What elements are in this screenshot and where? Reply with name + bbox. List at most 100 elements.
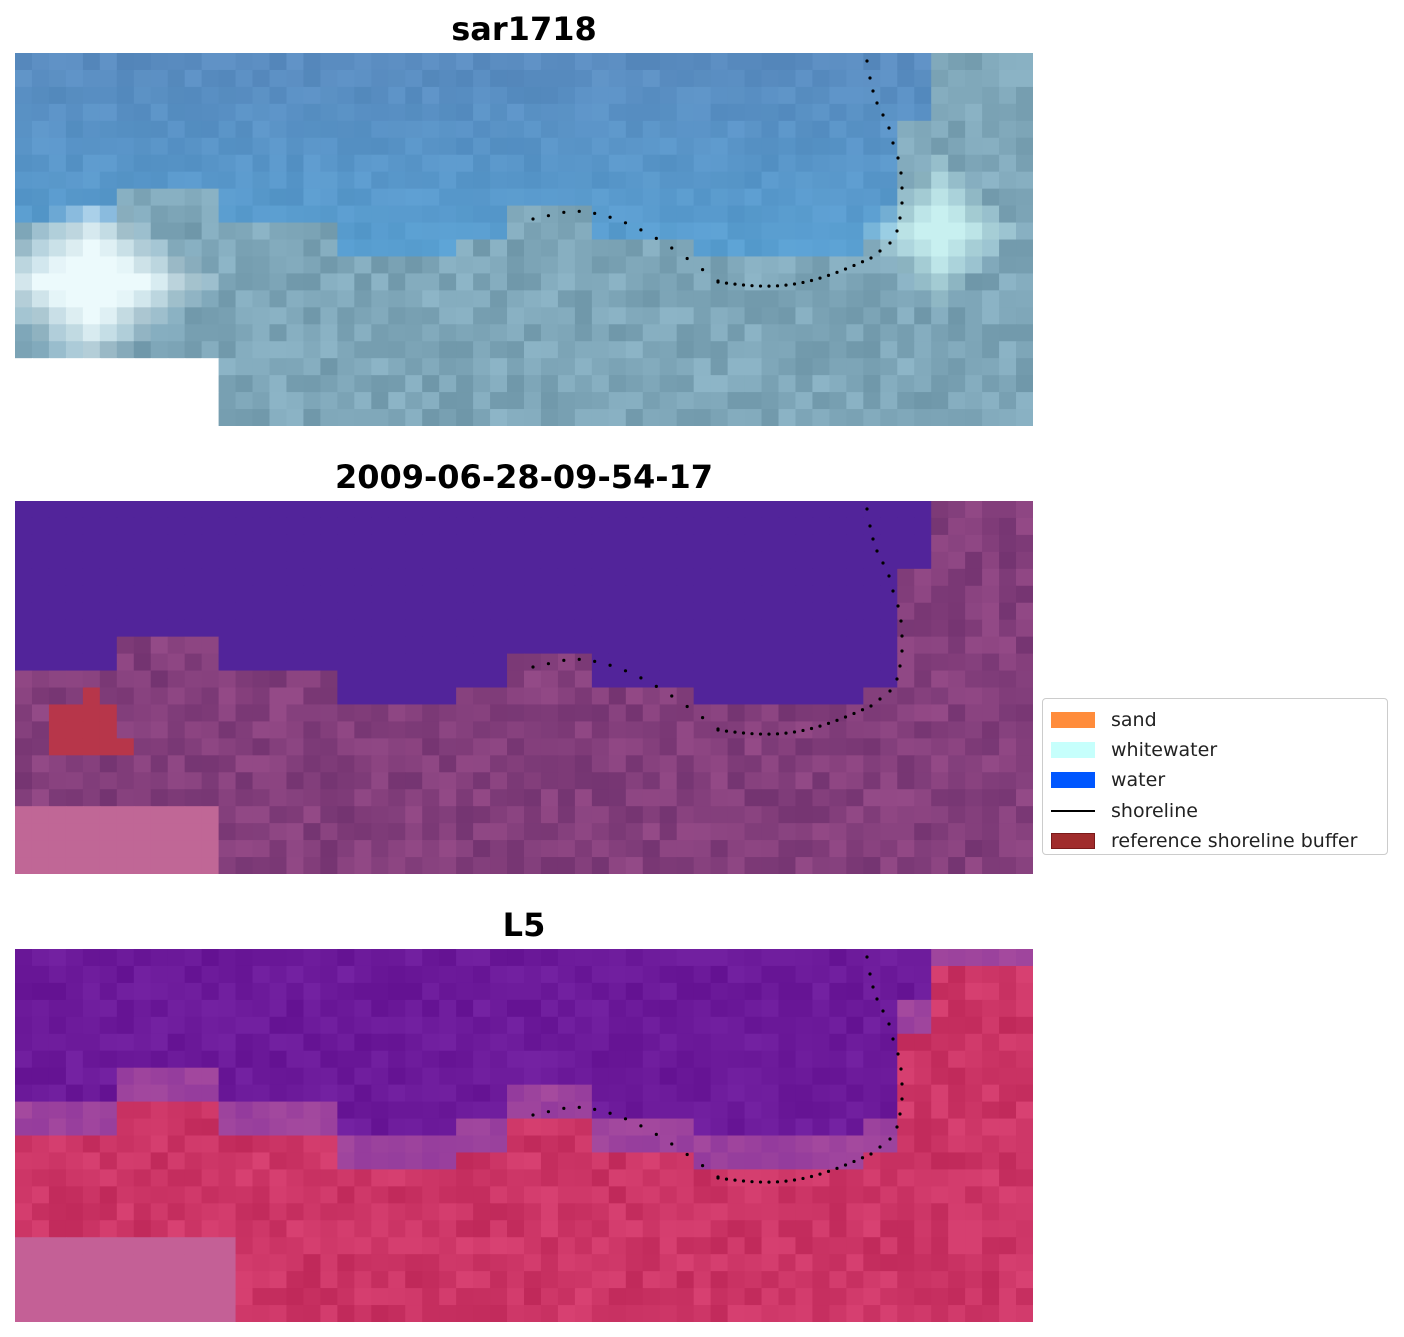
pixel: [625, 585, 644, 604]
pixel: [931, 1305, 949, 1322]
pixel: [965, 534, 983, 553]
pixel: [931, 1220, 949, 1238]
pixel: [948, 1271, 966, 1289]
pixel: [557, 1237, 576, 1255]
pixel: [133, 965, 152, 984]
pixel: [540, 1237, 559, 1255]
pixel: [473, 120, 491, 139]
pixel: [337, 1067, 355, 1086]
pixel: [778, 949, 797, 967]
pixel: [99, 602, 118, 621]
pixel: [914, 949, 932, 967]
pixel: [116, 239, 135, 258]
pixel: [507, 857, 525, 874]
pixel: [99, 341, 118, 359]
pixel: [795, 1254, 814, 1272]
pixel: [99, 965, 118, 984]
pixel: [608, 273, 627, 291]
pixel: [116, 585, 135, 604]
pixel: [608, 1254, 627, 1272]
pixel: [303, 551, 321, 570]
pixel: [456, 171, 474, 190]
pixel: [761, 755, 780, 773]
pixel: [914, 1152, 932, 1170]
pixel: [659, 222, 678, 241]
pixel: [897, 205, 915, 224]
pixel: [31, 137, 50, 156]
pixel: [82, 772, 101, 790]
pixel: [676, 290, 695, 308]
pixel: [405, 1050, 423, 1069]
pixel: [490, 636, 508, 655]
pixel: [795, 1135, 814, 1154]
pixel: [727, 857, 746, 874]
pixel: [422, 1169, 440, 1187]
pixel: [829, 602, 847, 621]
pixel: [15, 290, 33, 308]
pixel: [693, 154, 712, 173]
pixel: [642, 1101, 661, 1120]
pixel: [150, 120, 169, 139]
pixel: [354, 636, 372, 655]
pixel: [150, 534, 169, 553]
pixel: [269, 982, 288, 1001]
pixel: [405, 1152, 423, 1170]
pixel: [303, 103, 321, 122]
pixel: [15, 501, 33, 519]
pixel: [82, 1288, 101, 1306]
pixel: [252, 670, 271, 689]
pixel: [388, 69, 406, 88]
pixel: [388, 1016, 406, 1035]
pixel: [931, 324, 949, 342]
pixel: [846, 840, 864, 858]
pixel: [252, 239, 271, 258]
shoreline-dot: [835, 1166, 839, 1170]
pixel: [354, 653, 372, 672]
pixel: [286, 619, 305, 638]
pixel: [795, 517, 814, 536]
pixel: [880, 154, 898, 173]
pixel: [252, 256, 271, 274]
pixel: [252, 1169, 271, 1187]
pixel: [303, 375, 321, 393]
shoreline-dot: [531, 217, 535, 221]
pixel: [235, 1186, 254, 1204]
pixel: [812, 965, 830, 984]
pixel: [965, 69, 983, 88]
pixel: [116, 501, 135, 519]
pixel: [388, 307, 406, 325]
pixel: [812, 86, 830, 105]
pixel: [439, 375, 457, 393]
pixel: [676, 823, 695, 841]
pixel: [439, 341, 457, 359]
pixel: [557, 501, 576, 519]
pixel: [473, 1237, 491, 1255]
pixel: [303, 1237, 321, 1255]
pixel: [676, 1118, 695, 1137]
pixel: [914, 341, 932, 359]
pixel: [625, 1288, 644, 1306]
pixel: [948, 687, 966, 706]
pixel: [574, 324, 593, 342]
pixel: [133, 1203, 152, 1221]
pixel: [795, 69, 814, 88]
pixel: [778, 840, 797, 858]
pixel: [557, 687, 576, 706]
pixel: [286, 1152, 305, 1170]
shoreline-dot: [809, 278, 814, 283]
pixel: [727, 205, 746, 224]
pixel: [269, 324, 288, 342]
pixel: [15, 137, 33, 156]
pixel: [778, 86, 797, 105]
pixel: [931, 1050, 949, 1069]
pixel: [829, 222, 847, 241]
pixel: [982, 137, 1000, 156]
pixel: [133, 1169, 152, 1187]
pixel: [863, 602, 881, 621]
pixel: [897, 857, 915, 874]
pixel: [252, 721, 271, 739]
pixel: [99, 154, 118, 173]
pixel: [201, 1169, 220, 1187]
legend-item-shoreline: shoreline: [1051, 796, 1387, 826]
pixel: [337, 1203, 355, 1221]
